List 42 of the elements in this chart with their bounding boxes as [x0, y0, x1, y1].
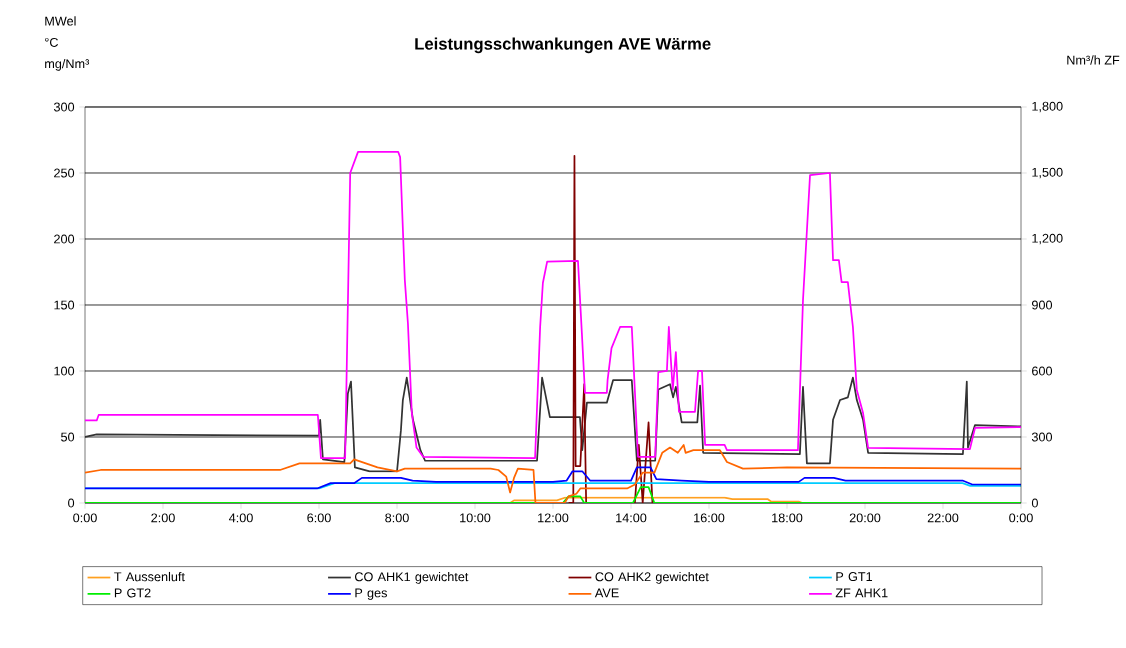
legend-label: P ges	[355, 588, 387, 600]
line-series	[567, 154, 654, 503]
line-series	[85, 376, 1021, 473]
x-tick-label: 16:00	[694, 513, 725, 523]
x-tick-label: 8:00	[385, 513, 409, 523]
y2-tick-label: 600	[1032, 366, 1053, 376]
x-tick-label: 4:00	[228, 513, 253, 523]
y-tick-label: 200	[54, 234, 75, 244]
y2-tick-label: 300	[1031, 432, 1053, 442]
x-tick-label: 2:00	[151, 513, 175, 523]
legend-label: P GT1	[836, 572, 873, 582]
y-tick-label: 50	[61, 432, 75, 442]
x-tick-label: 14:00	[616, 513, 647, 523]
y2-axis-title: Nm³/h ZF	[1067, 55, 1120, 65]
x-tick-label: 12:00	[538, 513, 569, 523]
x-tick-label: 6:00	[307, 513, 331, 523]
x-tick-label: 18:00	[772, 513, 803, 523]
legend-label: P GT2	[114, 588, 151, 598]
x-tick-label: 0:00	[73, 513, 97, 523]
legend-label: T Aussenluft	[114, 571, 185, 582]
y-tick-label: 100	[54, 366, 75, 376]
line-series	[85, 466, 1021, 490]
y-axis-title: MWel °C mg/Nm³	[45, 16, 90, 71]
x-tick-label: 22:00	[927, 513, 959, 523]
y2-tick-label: 0	[1031, 498, 1038, 508]
y2-tick-label: 900	[1031, 300, 1053, 310]
x-tick-label: 10:00	[460, 513, 491, 523]
legend-label: CO AHK2 gewichtet	[595, 571, 709, 584]
legend-label: AVE	[594, 588, 619, 598]
legend-label: CO AHK1 gewichtet	[355, 571, 469, 584]
y2-tick-label: 1,500	[1032, 167, 1063, 179]
legend-label: ZF AHK1	[835, 588, 888, 598]
y-tick-label: 300	[53, 102, 75, 112]
x-tick-label: 0:00	[1009, 513, 1033, 523]
y-tick-label: 0	[68, 498, 75, 508]
x-tick-label: 20:00	[849, 513, 881, 523]
y2-tick-label: 1,800	[1032, 101, 1063, 113]
y2-tick-label: 1,200	[1032, 233, 1063, 245]
y-tick-label: 150	[54, 300, 75, 310]
chart-title: Leistungsschwankungen AVE Wärme	[415, 37, 711, 54]
line-series	[85, 151, 1021, 459]
y-tick-label: 250	[54, 168, 75, 178]
